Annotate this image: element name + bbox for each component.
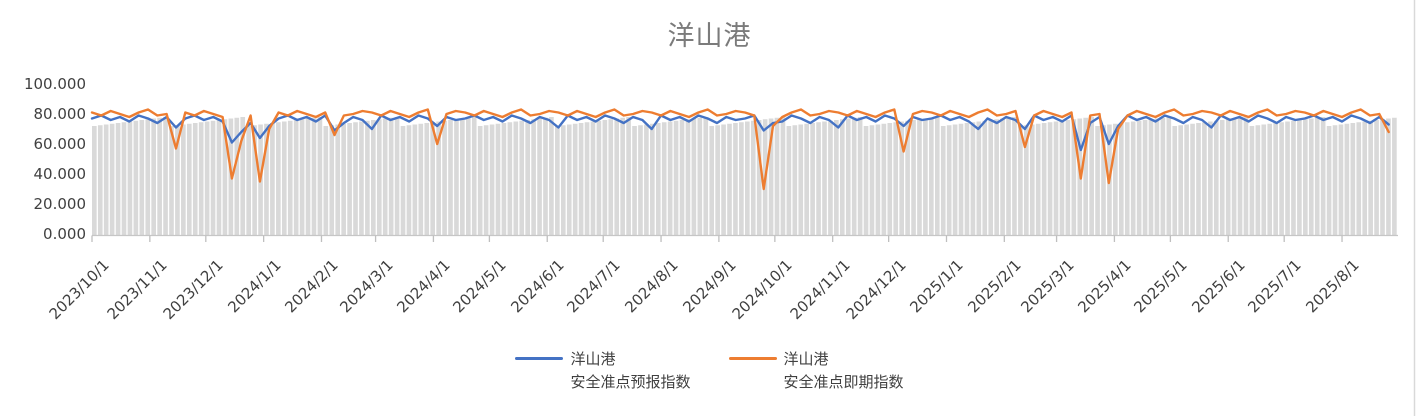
y-axis-label: 20.000 [33, 195, 87, 213]
y-axis-label: 40.000 [33, 165, 87, 183]
y-axis-label: 80.000 [33, 105, 87, 123]
chart-title: 洋山港 [667, 21, 752, 52]
legend-entry-spot: 洋山港 安全准点即期指数 [728, 348, 904, 394]
x-axis [91, 234, 1398, 242]
legend-spot-line2: 安全准点即期指数 [783, 373, 904, 391]
legend-forecast-line1: 洋山港 [570, 350, 616, 368]
legend: 洋山港 安全准点预报指数 洋山港 安全准点即期指数 [0, 348, 1419, 394]
legend-entry-forecast: 洋山港 安全准点预报指数 [515, 348, 691, 394]
y-axis-label: 60.000 [33, 135, 87, 153]
spot-line-swatch [728, 357, 777, 360]
legend-label-spot: 洋山港 安全准点即期指数 [784, 348, 904, 394]
series-lines [90, 108, 1390, 191]
spot-line [90, 108, 1390, 191]
legend-spot-line1: 洋山港 [783, 350, 829, 368]
forecast-line [90, 114, 1390, 152]
y-axis-label: 0.000 [43, 225, 86, 243]
y-axis-label: 100.000 [23, 75, 86, 93]
gray-bars [92, 117, 1397, 236]
forecast-line-swatch [515, 357, 564, 360]
legend-label-forecast: 洋山港 安全准点预报指数 [570, 348, 690, 394]
legend-forecast-line2: 安全准点预报指数 [570, 373, 691, 391]
